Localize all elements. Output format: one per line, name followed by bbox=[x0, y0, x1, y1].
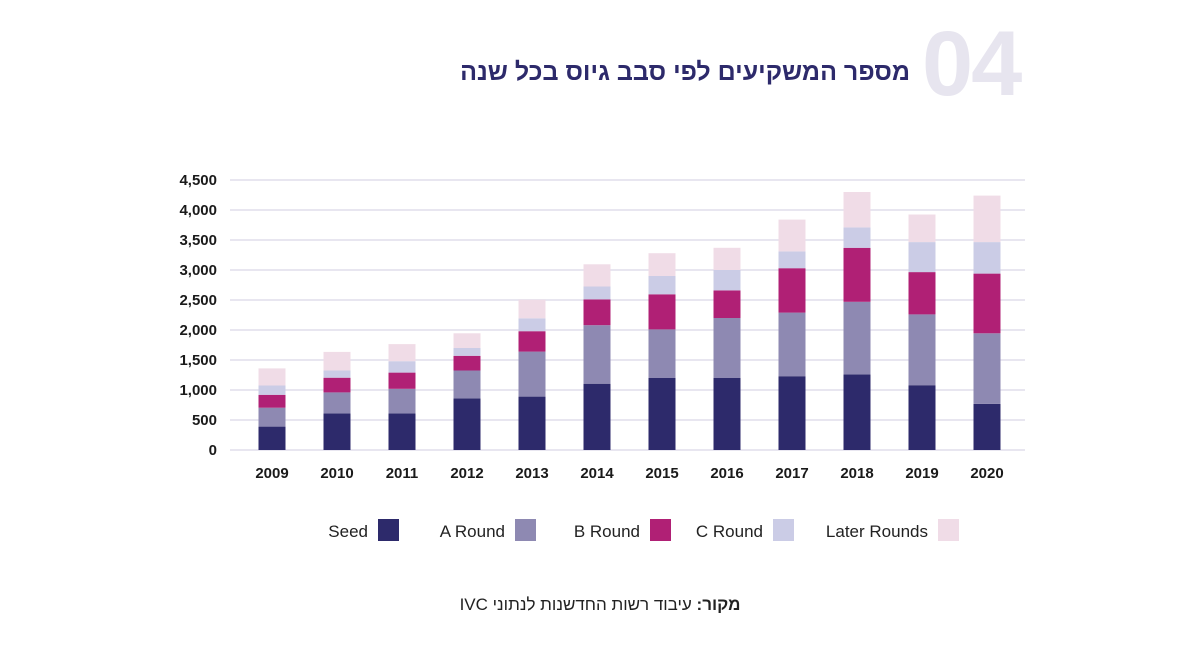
chart-title: מספר המשקיעים לפי סבב גיוס בכל שנה bbox=[460, 58, 910, 86]
bar-segment-b-round bbox=[518, 331, 546, 352]
bar-segment-b-round bbox=[843, 247, 871, 302]
bar-segment-seed bbox=[388, 413, 416, 450]
x-tick-label: 2015 bbox=[645, 465, 678, 482]
bar-segment-seed bbox=[973, 403, 1001, 450]
y-tick-label: 4,500 bbox=[179, 172, 217, 189]
x-tick-label: 2009 bbox=[255, 465, 288, 482]
y-tick-label: 1,000 bbox=[179, 382, 217, 399]
bar-segment-a-round bbox=[453, 370, 481, 399]
legend-label: Seed bbox=[328, 522, 368, 541]
legend-label: A Round bbox=[440, 522, 505, 541]
x-tick-label: 2020 bbox=[970, 465, 1003, 482]
bar-segment-a-round bbox=[713, 318, 741, 378]
bar-segment-b-round bbox=[323, 377, 351, 393]
x-tick-label: 2011 bbox=[386, 465, 419, 482]
y-tick-label: 1,500 bbox=[179, 352, 217, 369]
y-tick-label: 2,000 bbox=[179, 322, 217, 339]
bar-segment-a-round bbox=[258, 407, 286, 427]
bar-segment-b-round bbox=[713, 290, 741, 318]
bar-segment-later-rounds bbox=[908, 214, 936, 243]
source-note: מקור: עיבוד רשות החדשנות לנתוני IVC bbox=[0, 595, 1200, 615]
bar-segment-b-round bbox=[258, 394, 286, 408]
bar-segment-seed bbox=[648, 378, 676, 450]
bar-segment-a-round bbox=[843, 301, 871, 375]
bar-segment-later-rounds bbox=[258, 368, 286, 386]
bar-segment-b-round bbox=[388, 372, 416, 389]
bar-segment-later-rounds bbox=[323, 351, 351, 371]
bar-segment-c-round bbox=[843, 227, 871, 248]
legend-label: B Round bbox=[574, 522, 640, 541]
legend-label: C Round bbox=[696, 522, 763, 541]
x-tick-label: 2018 bbox=[840, 465, 873, 482]
y-tick-label: 3,000 bbox=[179, 262, 217, 279]
legend-swatch bbox=[378, 519, 399, 541]
bar-segment-seed bbox=[778, 376, 806, 450]
bar-segment-seed bbox=[843, 374, 871, 450]
bar-segment-c-round bbox=[518, 318, 546, 332]
x-tick-label: 2012 bbox=[450, 465, 483, 482]
y-tick-label: 500 bbox=[192, 412, 217, 429]
legend-swatch bbox=[773, 519, 794, 541]
bar-segment-c-round bbox=[388, 361, 416, 373]
bar-segment-a-round bbox=[583, 325, 611, 384]
source-label: מקור: bbox=[696, 595, 741, 614]
y-tick-label: 2,500 bbox=[179, 292, 217, 309]
bar-segment-c-round bbox=[323, 370, 351, 378]
bar-segment-later-rounds bbox=[388, 344, 416, 362]
bar-segment-seed bbox=[453, 398, 481, 450]
x-tick-label: 2010 bbox=[320, 465, 353, 482]
x-tick-label: 2019 bbox=[905, 465, 938, 482]
legend-label: Later Rounds bbox=[826, 522, 928, 541]
bar-segment-a-round bbox=[778, 312, 806, 377]
bar-segment-b-round bbox=[648, 294, 676, 330]
bar-segment-c-round bbox=[713, 270, 741, 291]
x-tick-label: 2016 bbox=[710, 465, 743, 482]
bar-segment-later-rounds bbox=[453, 333, 481, 348]
bar-segment-a-round bbox=[323, 392, 351, 414]
bar-segment-b-round bbox=[973, 273, 1001, 334]
legend-swatch bbox=[515, 519, 536, 541]
bar-segment-c-round bbox=[778, 251, 806, 269]
bar-segment-c-round bbox=[583, 286, 611, 300]
bar-segment-later-rounds bbox=[713, 247, 741, 270]
bar-segment-a-round bbox=[518, 351, 546, 397]
bar-segment-b-round bbox=[778, 268, 806, 313]
bar-segment-b-round bbox=[453, 355, 481, 371]
bar-segment-c-round bbox=[258, 385, 286, 395]
bar-segment-seed bbox=[323, 413, 351, 450]
y-tick-label: 0 bbox=[209, 442, 217, 459]
bar-segment-seed bbox=[908, 385, 936, 450]
bar-segment-later-rounds bbox=[648, 253, 676, 276]
source-text: עיבוד רשות החדשנות לנתוני IVC bbox=[459, 595, 697, 614]
bar-segment-c-round bbox=[908, 242, 936, 273]
bar-segment-c-round bbox=[648, 276, 676, 295]
bar-segment-later-rounds bbox=[843, 192, 871, 228]
bar-segment-a-round bbox=[648, 329, 676, 378]
bar-segment-a-round bbox=[388, 388, 416, 414]
x-tick-label: 2014 bbox=[580, 465, 614, 482]
bar-segment-a-round bbox=[908, 314, 936, 386]
legend-swatch bbox=[938, 519, 959, 541]
bar-segment-later-rounds bbox=[973, 195, 1001, 243]
bar-segment-seed bbox=[518, 396, 546, 450]
bar-segment-c-round bbox=[973, 242, 1001, 274]
chart-number: 04 bbox=[922, 13, 1022, 115]
bar-segment-later-rounds bbox=[518, 299, 546, 319]
y-tick-label: 4,000 bbox=[179, 202, 217, 219]
x-tick-label: 2017 bbox=[775, 465, 808, 482]
y-tick-label: 3,500 bbox=[179, 232, 217, 249]
bar-segment-seed bbox=[583, 383, 611, 450]
bar-segment-later-rounds bbox=[778, 219, 806, 252]
x-tick-label: 2013 bbox=[515, 465, 548, 482]
bar-segment-b-round bbox=[583, 299, 611, 326]
bar-segment-b-round bbox=[908, 272, 936, 315]
bar-segment-a-round bbox=[973, 333, 1001, 404]
legend-swatch bbox=[650, 519, 671, 541]
bar-segment-seed bbox=[713, 378, 741, 450]
bar-segment-seed bbox=[258, 426, 286, 450]
bar-segment-c-round bbox=[453, 348, 481, 356]
bar-segment-later-rounds bbox=[583, 264, 611, 287]
